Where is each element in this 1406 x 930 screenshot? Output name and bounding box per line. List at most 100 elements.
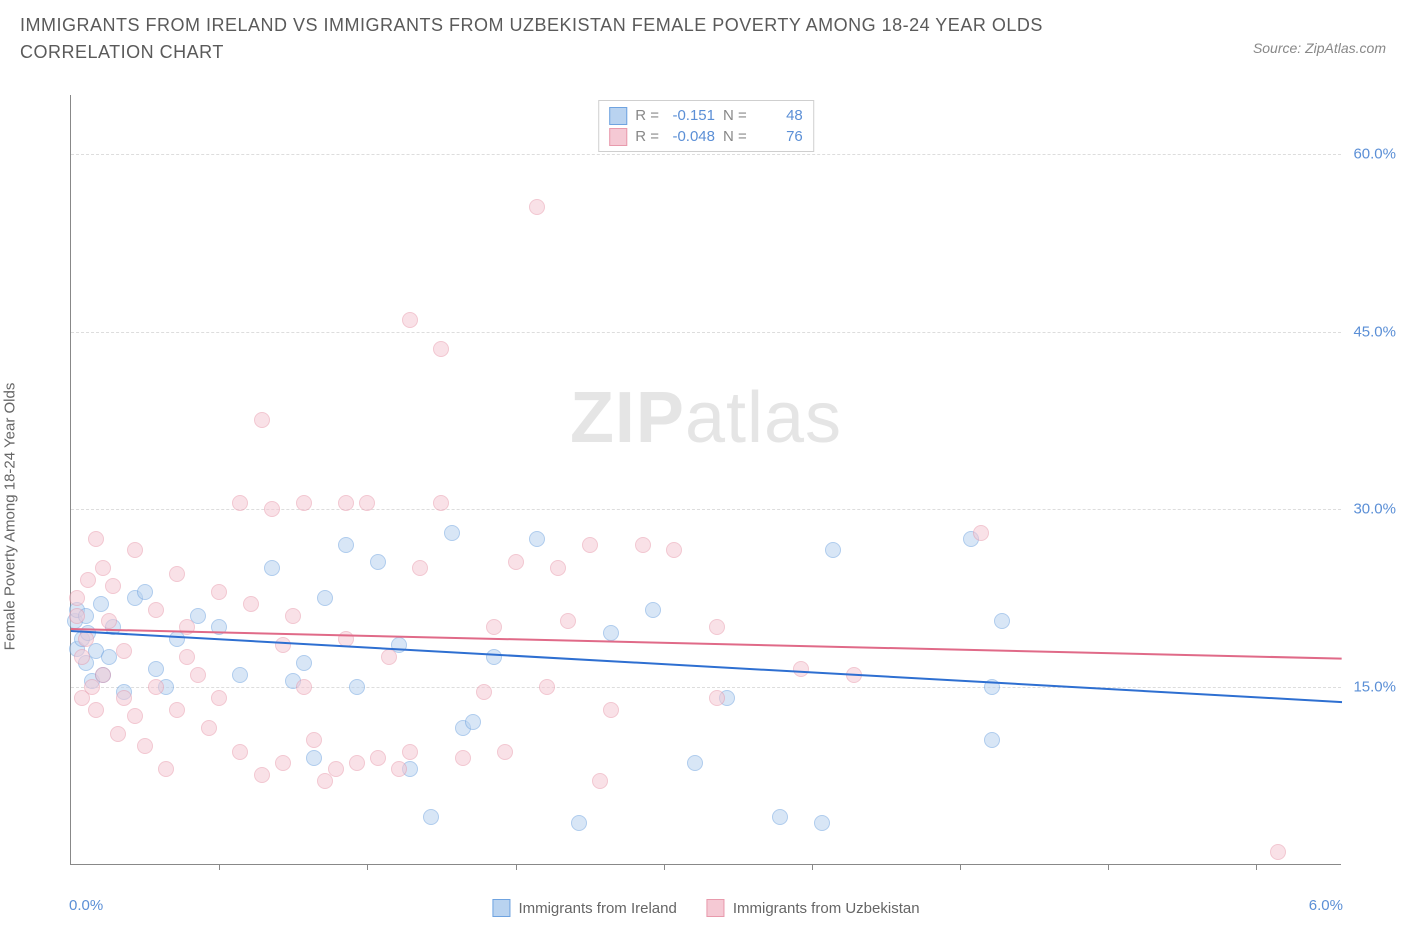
n-value-uzbekistan: 76: [755, 126, 803, 147]
data-point-uzbekistan: [232, 744, 248, 760]
data-point-uzbekistan: [158, 761, 174, 777]
data-point-ireland: [687, 755, 703, 771]
data-point-uzbekistan: [74, 649, 90, 665]
watermark-bold: ZIP: [570, 378, 685, 458]
x-tick: [960, 864, 961, 870]
chart-container: Female Poverty Among 18-24 Year Olds ZIP…: [20, 95, 1386, 920]
data-point-uzbekistan: [110, 726, 126, 742]
legend-swatch-ireland: [492, 899, 510, 917]
data-point-ireland: [338, 537, 354, 553]
plot-area: ZIPatlas R = -0.151 N = 48 R = -0.048 N …: [70, 95, 1341, 865]
data-point-uzbekistan: [148, 679, 164, 695]
gridline: [71, 332, 1341, 333]
data-point-uzbekistan: [127, 542, 143, 558]
data-point-uzbekistan: [402, 312, 418, 328]
watermark-light: atlas: [685, 378, 842, 458]
n-label: N =: [723, 105, 747, 126]
data-point-uzbekistan: [116, 690, 132, 706]
data-point-ireland: [814, 815, 830, 831]
series-legend: Immigrants from Ireland Immigrants from …: [492, 899, 919, 917]
y-axis-label: Female Poverty Among 18-24 Year Olds: [2, 382, 19, 650]
data-point-uzbekistan: [476, 684, 492, 700]
data-point-uzbekistan: [603, 702, 619, 718]
data-point-uzbekistan: [402, 744, 418, 760]
data-point-uzbekistan: [529, 199, 545, 215]
legend-item-ireland: Immigrants from Ireland: [492, 899, 676, 917]
r-value-ireland: -0.151: [667, 105, 715, 126]
data-point-uzbekistan: [296, 679, 312, 695]
stat-row-ireland: R = -0.151 N = 48: [609, 105, 803, 126]
stat-legend: R = -0.151 N = 48 R = -0.048 N = 76: [598, 100, 814, 152]
data-point-uzbekistan: [211, 690, 227, 706]
data-point-uzbekistan: [497, 744, 513, 760]
legend-label-uzbekistan: Immigrants from Uzbekistan: [733, 900, 920, 917]
data-point-ireland: [465, 714, 481, 730]
data-point-uzbekistan: [101, 613, 117, 629]
data-point-uzbekistan: [550, 560, 566, 576]
r-value-uzbekistan: -0.048: [667, 126, 715, 147]
data-point-uzbekistan: [349, 755, 365, 771]
data-point-uzbekistan: [137, 738, 153, 754]
data-point-uzbekistan: [179, 649, 195, 665]
data-point-uzbekistan: [412, 560, 428, 576]
data-point-uzbekistan: [254, 412, 270, 428]
chart-header: IMMIGRANTS FROM IRELAND VS IMMIGRANTS FR…: [0, 0, 1406, 74]
x-tick: [664, 864, 665, 870]
x-tick: [516, 864, 517, 870]
data-point-uzbekistan: [88, 531, 104, 547]
data-point-ireland: [444, 525, 460, 541]
data-point-uzbekistan: [1270, 844, 1286, 860]
data-point-ireland: [825, 542, 841, 558]
data-point-uzbekistan: [264, 501, 280, 517]
data-point-uzbekistan: [95, 667, 111, 683]
data-point-uzbekistan: [370, 750, 386, 766]
x-max-label: 6.0%: [1309, 897, 1343, 914]
gridline: [71, 154, 1341, 155]
x-tick: [1256, 864, 1257, 870]
data-point-uzbekistan: [285, 608, 301, 624]
data-point-uzbekistan: [169, 702, 185, 718]
data-point-uzbekistan: [635, 537, 651, 553]
data-point-uzbekistan: [116, 643, 132, 659]
chart-title: IMMIGRANTS FROM IRELAND VS IMMIGRANTS FR…: [20, 12, 1120, 66]
n-value-ireland: 48: [755, 105, 803, 126]
y-tick-label: 30.0%: [1346, 501, 1396, 518]
gridline: [71, 509, 1341, 510]
data-point-uzbekistan: [592, 773, 608, 789]
x-tick: [1108, 864, 1109, 870]
x-min-label: 0.0%: [69, 897, 103, 914]
trend-line-ireland: [71, 630, 1342, 703]
data-point-uzbekistan: [433, 495, 449, 511]
data-point-uzbekistan: [80, 572, 96, 588]
data-point-ireland: [486, 649, 502, 665]
data-point-uzbekistan: [391, 761, 407, 777]
data-point-ireland: [232, 667, 248, 683]
data-point-uzbekistan: [486, 619, 502, 635]
data-point-uzbekistan: [232, 495, 248, 511]
data-point-uzbekistan: [78, 631, 94, 647]
data-point-uzbekistan: [179, 619, 195, 635]
data-point-uzbekistan: [381, 649, 397, 665]
data-point-uzbekistan: [243, 596, 259, 612]
swatch-uzbekistan: [609, 128, 627, 146]
stat-row-uzbekistan: R = -0.048 N = 76: [609, 126, 803, 147]
y-tick-label: 45.0%: [1346, 323, 1396, 340]
watermark: ZIPatlas: [570, 377, 842, 459]
data-point-uzbekistan: [105, 578, 121, 594]
y-tick-label: 15.0%: [1346, 678, 1396, 695]
data-point-uzbekistan: [254, 767, 270, 783]
data-point-uzbekistan: [455, 750, 471, 766]
data-point-uzbekistan: [666, 542, 682, 558]
legend-item-uzbekistan: Immigrants from Uzbekistan: [707, 899, 920, 917]
data-point-ireland: [264, 560, 280, 576]
data-point-ireland: [317, 590, 333, 606]
swatch-ireland: [609, 107, 627, 125]
data-point-ireland: [101, 649, 117, 665]
data-point-uzbekistan: [433, 341, 449, 357]
data-point-uzbekistan: [539, 679, 555, 695]
data-point-ireland: [772, 809, 788, 825]
data-point-ireland: [645, 602, 661, 618]
r-label: R =: [635, 105, 659, 126]
data-point-uzbekistan: [296, 495, 312, 511]
data-point-uzbekistan: [69, 608, 85, 624]
